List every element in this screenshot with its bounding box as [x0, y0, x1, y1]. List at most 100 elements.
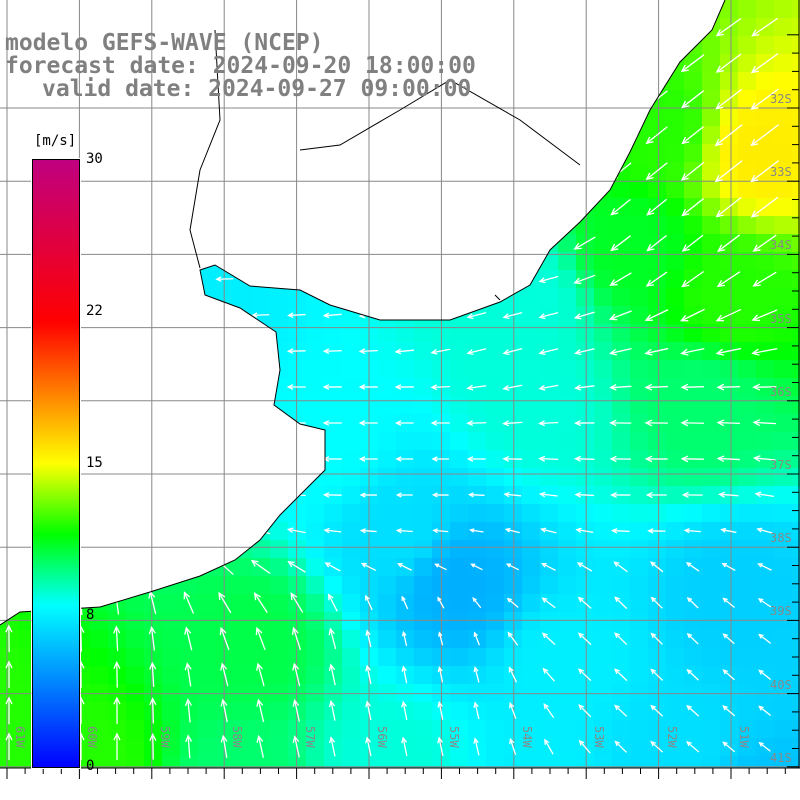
wind-cell — [702, 720, 720, 738]
arrow-shaft — [218, 592, 232, 614]
arrow-shaft — [366, 665, 372, 685]
wind-cell — [522, 612, 540, 630]
wind-cell — [792, 540, 800, 558]
wind-arrow — [394, 276, 415, 284]
valid-date: valid date: 2024-09-27 09:00:00 — [42, 76, 472, 102]
wind-cell — [108, 126, 126, 144]
wind-cell — [558, 90, 576, 108]
wind-cell — [0, 522, 18, 540]
wind-cell — [450, 630, 468, 648]
arrow-shaft — [113, 555, 121, 579]
wind-arrow — [70, 24, 91, 31]
wind-cell — [738, 306, 756, 324]
wind-arrow — [179, 240, 198, 246]
wind-cell — [738, 594, 756, 612]
arrow-shaft — [108, 313, 126, 317]
wind-cell — [378, 378, 396, 396]
wind-cell — [540, 720, 558, 738]
wind-arrow — [754, 491, 775, 498]
arrow-shaft — [610, 235, 632, 251]
arrow-head — [686, 596, 693, 603]
arrow-shaft — [180, 524, 198, 538]
wind-cell — [684, 288, 702, 306]
wind-cell — [396, 234, 414, 252]
wind-arrow — [717, 234, 741, 252]
wind-cell — [324, 540, 342, 558]
wind-arrow — [143, 240, 162, 246]
wind-cell — [450, 504, 468, 522]
wind-cell — [414, 432, 432, 450]
wind-arrow — [502, 384, 523, 391]
arrow-shaft — [111, 521, 123, 541]
wind-cell — [414, 522, 432, 540]
arrow-head — [465, 205, 474, 212]
arrow-head — [645, 279, 655, 287]
wind-arrow — [538, 311, 559, 320]
wind-cell — [522, 720, 540, 738]
wind-cell — [648, 18, 666, 36]
wind-cell — [252, 144, 270, 162]
wind-cell — [198, 738, 216, 756]
wind-cell — [396, 720, 414, 738]
wind-cell — [738, 252, 756, 270]
wind-cell — [522, 522, 540, 540]
arrow-head — [610, 527, 618, 534]
wind-arrow — [538, 420, 559, 427]
arrow-shaft — [325, 562, 341, 572]
arrow-head — [716, 419, 725, 427]
wind-cell — [612, 504, 630, 522]
wind-arrow — [394, 312, 415, 319]
wind-arrow — [573, 162, 596, 180]
wind-cell — [450, 450, 468, 468]
wind-cell — [666, 0, 684, 18]
wind-cell — [486, 306, 504, 324]
wind-cell — [342, 198, 360, 216]
arrow-head — [437, 665, 443, 673]
wind-cell — [702, 540, 720, 558]
arrow-shaft — [758, 634, 772, 644]
arrow-head — [608, 313, 618, 321]
wind-cell — [306, 342, 324, 360]
wind-arrow — [179, 347, 198, 354]
wind-cell — [486, 414, 504, 432]
wind-arrow — [149, 661, 157, 687]
wind-arrow — [609, 90, 632, 108]
wind-arrow — [714, 124, 743, 147]
wind-cell — [792, 684, 800, 702]
wind-cell — [414, 702, 432, 720]
wind-cell — [522, 450, 540, 468]
wind-cell — [396, 18, 414, 36]
wind-cell — [162, 324, 180, 342]
arrow-shaft — [539, 384, 559, 390]
wind-cell — [558, 378, 576, 396]
wind-arrow — [577, 596, 592, 609]
wind-cell — [126, 108, 144, 126]
wind-cell — [702, 558, 720, 576]
arrow-shaft — [575, 311, 595, 319]
wind-cell — [0, 468, 18, 486]
arrow-shaft — [257, 699, 265, 723]
arrow-head — [473, 631, 478, 637]
wind-cell — [558, 576, 576, 594]
wind-cell — [630, 576, 648, 594]
wind-cell — [756, 216, 774, 234]
arrow-head — [437, 736, 444, 744]
wind-cell — [126, 216, 144, 234]
arrow-shaft — [150, 627, 156, 651]
arrow-shaft — [222, 699, 228, 723]
arrow-head — [286, 168, 294, 175]
wind-cell — [504, 576, 522, 594]
wind-cell — [594, 540, 612, 558]
wind-arrow — [143, 276, 162, 282]
wind-cell — [0, 306, 18, 324]
wind-arrow — [504, 527, 520, 534]
arrow-shaft — [543, 703, 555, 719]
wind-cell — [486, 720, 504, 738]
wind-cell — [0, 144, 18, 162]
wind-cell — [180, 324, 198, 342]
wind-cell — [126, 720, 144, 738]
wind-arrow — [323, 527, 342, 534]
wind-cell — [738, 108, 756, 126]
wind-cell — [180, 396, 198, 414]
wind-arrow — [5, 624, 13, 653]
